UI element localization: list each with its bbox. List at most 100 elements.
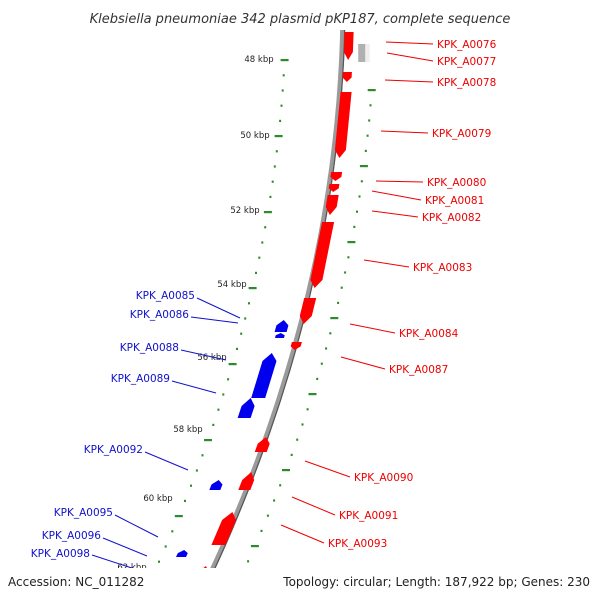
gene-arrow[interactable]	[330, 172, 343, 181]
scale-tick	[280, 59, 289, 62]
scale-tick	[356, 210, 358, 213]
leader-line	[190, 316, 239, 324]
leader-line	[91, 554, 139, 571]
leader-line	[371, 190, 422, 201]
scale-tick	[337, 301, 340, 304]
gene-label[interactable]: KPK_A0082	[422, 212, 481, 224]
leader-line	[280, 524, 325, 544]
gene-label[interactable]: KPK_A0078	[437, 77, 496, 89]
scale-tick	[164, 545, 167, 548]
scale-tick	[217, 408, 220, 411]
gene-label[interactable]: KPK_A0089	[111, 373, 170, 385]
gene-label[interactable]: KPK_A0077	[437, 56, 496, 68]
gene-arrow[interactable]	[299, 298, 317, 324]
gene-label[interactable]: KPK_A0098	[31, 548, 90, 560]
gene-arrow[interactable]	[274, 320, 289, 332]
leader-line	[144, 451, 189, 471]
map-title: Klebsiella pneumoniae 342 plasmid pKP187…	[90, 12, 511, 27]
gene-label[interactable]: KPK_A0081	[425, 195, 484, 207]
gene-label[interactable]: KPK_A0080	[427, 177, 486, 189]
scale-tick	[281, 89, 284, 92]
scale-tick	[269, 195, 272, 198]
scale-tick	[290, 453, 293, 456]
scale-tick	[316, 377, 319, 380]
gene-label[interactable]: KPK_A0079	[432, 128, 491, 140]
gene-arrow[interactable]	[343, 32, 354, 60]
leader-line	[371, 210, 419, 218]
gene-arrow[interactable]	[209, 480, 223, 490]
gene-label[interactable]: KPK_A0086	[130, 309, 190, 321]
gene-label[interactable]: KPK_A0092	[84, 444, 143, 456]
leader-line	[380, 130, 429, 134]
scale-tick	[273, 499, 276, 502]
gene-label[interactable]: KPK_A0088	[120, 342, 179, 354]
scale-tick	[171, 530, 174, 533]
gene-label[interactable]: KPK_A0093	[328, 538, 387, 550]
gene-arrow[interactable]	[237, 398, 255, 418]
scale-tick	[244, 317, 247, 320]
scale-tick	[261, 241, 264, 244]
gene-arrow[interactable]	[211, 512, 237, 545]
scale-tick	[296, 438, 299, 441]
scale-tick	[320, 362, 323, 365]
scale-tick	[174, 515, 183, 518]
gene-label[interactable]: KPK_A0084	[399, 328, 459, 340]
scale-tick	[228, 363, 237, 366]
label-leaders	[91, 41, 434, 571]
gene-label[interactable]: KPK_A0095	[54, 507, 113, 519]
leader-line	[291, 496, 336, 516]
scale-tick	[359, 165, 368, 168]
gene-arrow[interactable]	[275, 333, 285, 338]
scale-tick	[369, 104, 372, 107]
scale-label-48: 48 kbp	[244, 55, 273, 65]
gene-label[interactable]: KPK_A0076	[437, 39, 497, 51]
gene-arrow[interactable]	[176, 550, 188, 557]
scale-label-54: 54 kbp	[217, 280, 246, 290]
gene-arrow[interactable]	[290, 342, 302, 350]
gene-arrow[interactable]	[325, 195, 339, 215]
leader-line	[386, 52, 434, 62]
scale-tick	[158, 560, 160, 563]
scale-tick	[260, 529, 263, 532]
scale-tick	[330, 317, 339, 320]
gene-label[interactable]: KPK_A0090	[354, 472, 413, 484]
leader-line	[102, 537, 148, 557]
gene-label[interactable]: KPK_A0091	[339, 510, 398, 522]
leader-line	[114, 514, 159, 538]
gene-arrow[interactable]	[334, 92, 352, 158]
gene-arrow[interactable]	[238, 472, 255, 490]
leader-line	[375, 180, 424, 183]
scale-tick	[227, 378, 230, 381]
scale-tick	[344, 271, 347, 274]
scale-tick	[340, 286, 343, 289]
gene-arrow[interactable]	[254, 437, 270, 452]
scale-tick	[248, 287, 257, 290]
misc-feature-edge	[365, 44, 370, 62]
gene-label[interactable]: KPK_A0087	[389, 364, 448, 376]
scale-tick	[306, 408, 309, 411]
gene-label[interactable]: KPK_A0083	[413, 262, 472, 274]
scale-tick	[264, 226, 267, 229]
gene-label[interactable]: KPK_A0096	[42, 530, 102, 542]
gene-arrow[interactable]	[342, 72, 352, 82]
scale-tick	[240, 332, 243, 335]
gene-label[interactable]: KPK_A0085	[136, 290, 195, 302]
scale-tick	[279, 119, 282, 122]
gene-arrow[interactable]	[310, 222, 335, 288]
scale-tick	[325, 347, 328, 350]
gene-arrow[interactable]	[328, 184, 340, 192]
leader-line	[196, 297, 241, 319]
leader-line	[304, 460, 351, 478]
scale-tick	[279, 484, 282, 487]
gene-arrow[interactable]	[251, 353, 277, 398]
scale-tick	[263, 211, 272, 214]
scale-tick	[358, 195, 361, 198]
gene-labels-forward: KPK_A0076 KPK_A0077 KPK_A0078 KPK_A0079 …	[328, 39, 497, 550]
summary-text: Topology: circular; Length: 187,922 bp; …	[282, 575, 590, 589]
leader-line	[363, 259, 410, 268]
scale-label-56: 56 kbp	[197, 353, 226, 363]
scale-tick	[308, 393, 317, 396]
misc-feature[interactable]	[358, 44, 370, 62]
scale-tick	[250, 545, 259, 548]
